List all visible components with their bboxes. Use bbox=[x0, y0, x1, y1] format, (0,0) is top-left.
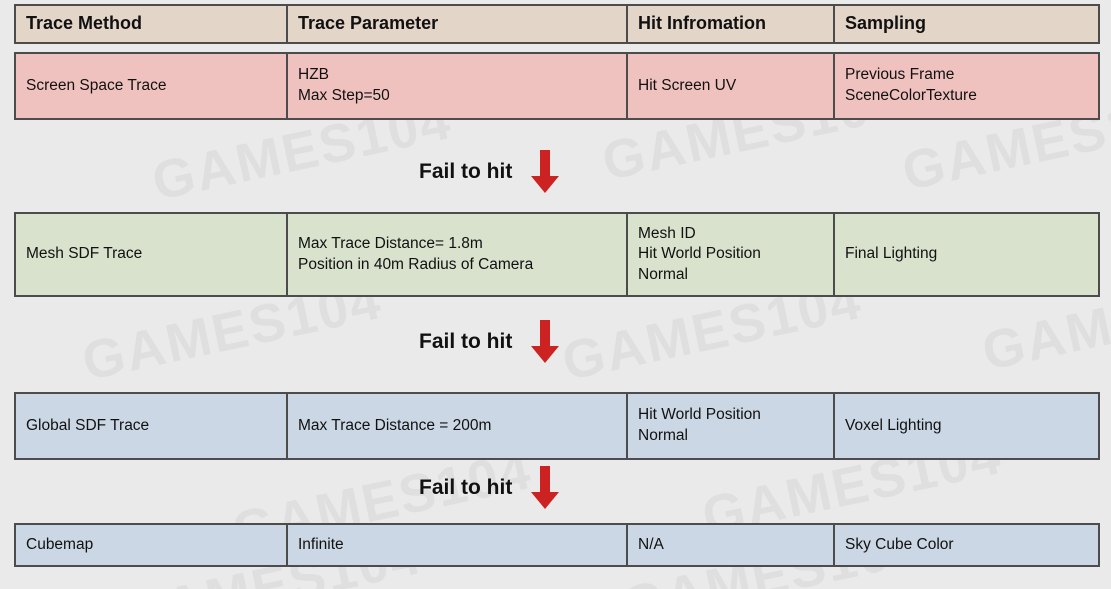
cell-trace-method: Mesh SDF Trace bbox=[16, 214, 288, 295]
cell-trace-method: Screen Space Trace bbox=[16, 54, 288, 118]
cell-line: Sky Cube Color bbox=[845, 535, 954, 553]
connector-fail-to-hit-2: Fail to hit bbox=[419, 320, 560, 364]
cell-line: Mesh ID bbox=[638, 224, 696, 242]
cell-line: Max Trace Distance= 1.8m bbox=[298, 234, 483, 252]
cell-line: Mesh SDF Trace bbox=[26, 245, 143, 263]
header-cell-hit-information: Hit Infromation bbox=[628, 6, 835, 42]
cell-hit-information: N/A bbox=[628, 525, 835, 565]
cell-line: Max Step=50 bbox=[298, 87, 390, 104]
connector-label: Fail to hit bbox=[419, 476, 513, 499]
cell-line: Cubemap bbox=[26, 535, 94, 553]
cell-sampling: Previous Frame SceneColorTexture bbox=[835, 54, 1098, 118]
cell-line: Position in 40m Radius of Camera bbox=[298, 255, 534, 273]
cell-line: Hit World Position bbox=[638, 406, 761, 424]
down-arrow-icon bbox=[530, 466, 560, 510]
cell-line: Max Trace Distance = 200m bbox=[298, 416, 492, 434]
cell-trace-parameter: HZB Max Step=50 bbox=[288, 54, 628, 118]
table-row: Cubemap Infinite N/A Sky Cube Color bbox=[14, 523, 1100, 567]
cell-trace-parameter: Max Trace Distance = 200m bbox=[288, 394, 628, 458]
down-arrow-icon bbox=[530, 150, 560, 194]
cell-hit-information: Hit World Position Normal bbox=[628, 394, 835, 458]
header-cell-sampling: Sampling bbox=[835, 6, 1098, 42]
table-row: Global SDF Trace Max Trace Distance = 20… bbox=[14, 392, 1100, 460]
cell-sampling: Voxel Lighting bbox=[835, 394, 1098, 458]
cell-line: Normal bbox=[638, 427, 688, 444]
cell-sampling: Final Lighting bbox=[835, 214, 1098, 295]
cell-line: N/A bbox=[638, 535, 664, 553]
connector-label: Fail to hit bbox=[419, 330, 513, 353]
cell-hit-information: Hit Screen UV bbox=[628, 54, 835, 118]
cell-line: Final Lighting bbox=[845, 245, 938, 263]
table-row: Screen Space Trace HZB Max Step=50 Hit S… bbox=[14, 52, 1100, 120]
connector-fail-to-hit-3: Fail to hit bbox=[419, 466, 560, 510]
table-header-row: Trace Method Trace Parameter Hit Infroma… bbox=[14, 4, 1100, 44]
cell-trace-method: Global SDF Trace bbox=[16, 394, 288, 458]
cell-hit-information: Mesh ID Hit World Position Normal bbox=[628, 214, 835, 295]
cell-line: HZB bbox=[298, 66, 329, 84]
cell-trace-parameter: Infinite bbox=[288, 525, 628, 565]
header-cell-trace-parameter: Trace Parameter bbox=[288, 6, 628, 42]
cell-line: SceneColorTexture bbox=[845, 87, 977, 104]
header-cell-trace-method: Trace Method bbox=[16, 6, 288, 42]
cell-trace-method: Cubemap bbox=[16, 525, 288, 565]
connector-label: Fail to hit bbox=[419, 160, 513, 183]
cell-sampling: Sky Cube Color bbox=[835, 525, 1098, 565]
cell-line: Normal bbox=[638, 265, 688, 283]
cell-line: Previous Frame bbox=[845, 66, 955, 84]
cell-line: Hit World Position bbox=[638, 245, 761, 263]
cell-line: Screen Space Trace bbox=[26, 76, 167, 94]
down-arrow-icon bbox=[530, 320, 560, 364]
cell-line: Hit Screen UV bbox=[638, 76, 737, 94]
connector-fail-to-hit-1: Fail to hit bbox=[419, 150, 560, 194]
cell-line: Voxel Lighting bbox=[845, 416, 942, 434]
cell-line: Global SDF Trace bbox=[26, 416, 150, 434]
cell-line: Infinite bbox=[298, 535, 344, 553]
table-row: Mesh SDF Trace Max Trace Distance= 1.8m … bbox=[14, 212, 1100, 297]
cell-trace-parameter: Max Trace Distance= 1.8m Position in 40m… bbox=[288, 214, 628, 295]
